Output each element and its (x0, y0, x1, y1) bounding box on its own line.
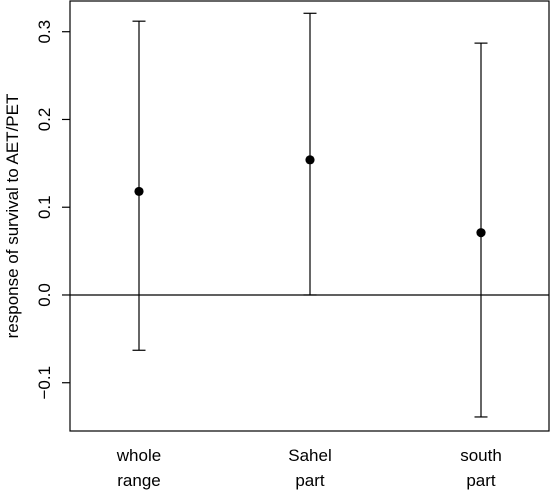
y-tick-label: −0.1 (35, 366, 54, 400)
y-axis-title: response of survival to AET/PET (3, 94, 22, 339)
estimate-point (134, 186, 144, 197)
x-axis-labels: whole range Sahel part south part (116, 446, 502, 490)
y-tick-label: 0.1 (35, 195, 54, 219)
x-category-label: range (117, 471, 160, 490)
plot-frame (69, 0, 550, 432)
x-category-label: Sahel (288, 446, 331, 465)
data-marks (132, 12, 488, 418)
x-category-label: part (295, 471, 325, 490)
x-category-label: south (460, 446, 502, 465)
x-category-label: part (466, 471, 496, 490)
x-category-label: whole (116, 446, 161, 465)
y-tick-label: 0.2 (35, 108, 54, 132)
y-tick-label: 0.3 (35, 20, 54, 44)
y-axis: −0.1 0.0 0.1 0.2 0.3 (35, 20, 70, 400)
y-tick-label: 0.0 (35, 283, 54, 307)
estimate-point (305, 155, 315, 165)
estimate-point (476, 228, 486, 238)
